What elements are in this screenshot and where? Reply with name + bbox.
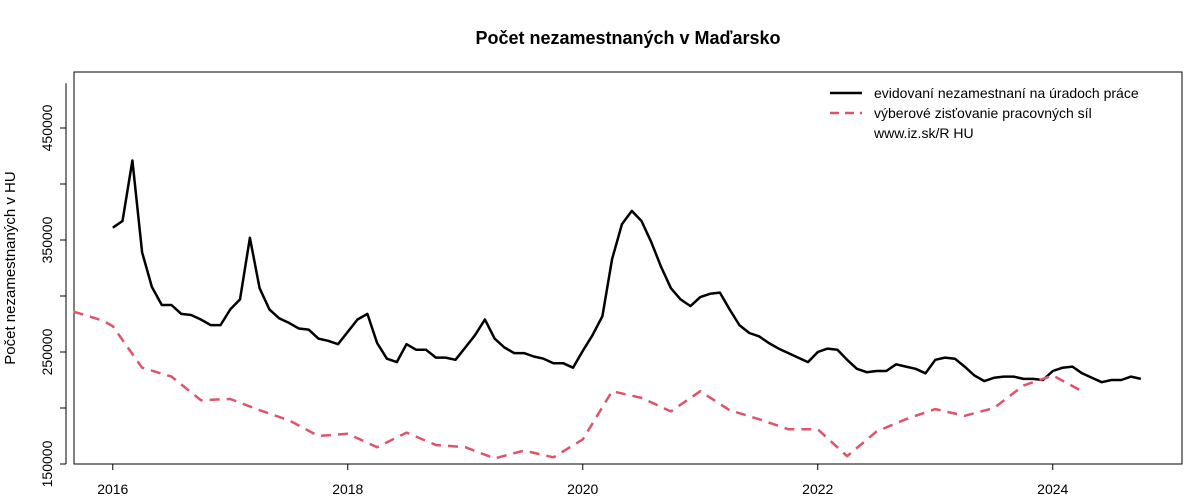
y-tick-label: 250000: [39, 328, 55, 375]
y-axis-label: Počet nezamestnaných v HU: [2, 171, 19, 364]
legend-label-survey: výberové zisťovanie pracovných síl: [874, 105, 1092, 121]
series-layer: [73, 159, 1142, 460]
legend-label-registered: evidovaní nezamestnaní na úradoch práce: [874, 85, 1139, 101]
x-tick-label: 2018: [332, 481, 363, 497]
plot-frame: [73, 71, 1183, 465]
chart-title: Počet nezamestnaných v Maďarsko: [475, 28, 780, 48]
y-tick-label: 450000: [39, 104, 55, 151]
y-tick-label: 150000: [39, 440, 55, 487]
x-tick-label: 2020: [567, 481, 598, 497]
x-tick-label: 2016: [97, 481, 128, 497]
x-tick-label: 2024: [1037, 481, 1068, 497]
y-axis: 150000 250000 350000 450000: [39, 83, 67, 487]
legend: evidovaní nezamestnaní na úradoch práce …: [830, 85, 1139, 141]
series-line-registered: [112, 159, 1142, 384]
x-tick-label: 2022: [802, 481, 833, 497]
y-tick-label: 350000: [39, 216, 55, 263]
legend-note: www.iz.sk/R HU: [873, 125, 974, 141]
series-line-survey: [73, 310, 1083, 460]
x-axis: 2016 2018 2020 2022 2024: [97, 463, 1069, 497]
